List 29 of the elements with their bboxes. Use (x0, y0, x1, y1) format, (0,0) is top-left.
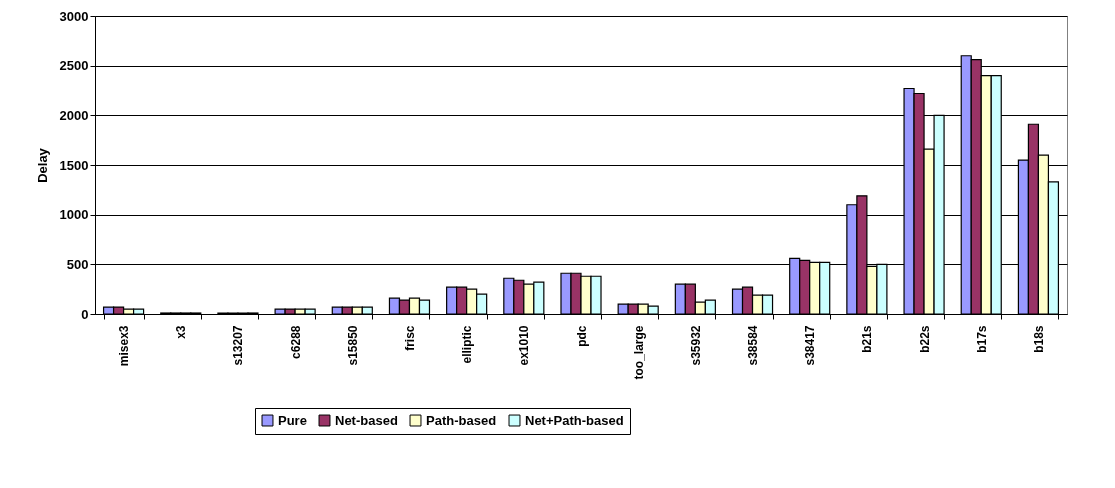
x-tick-label: b21s (860, 325, 875, 353)
x-tick-label: x3 (174, 325, 189, 339)
x-tick-label: b17s (974, 325, 989, 353)
legend-label: Net-based (335, 412, 398, 428)
y-tick-label: 2500 (59, 58, 89, 74)
y-tick-label: 2000 (59, 107, 89, 123)
x-tick-label: misex3 (117, 325, 132, 367)
x-tick-label: s15850 (345, 325, 360, 366)
y-tick-label: 500 (66, 256, 89, 272)
y-tick-label: 3000 (59, 8, 89, 24)
y-axis-title: Delay (34, 147, 50, 183)
x-tick-label: b22s (917, 325, 932, 353)
legend-label: Pure (278, 412, 307, 428)
x-tick-label: b18s (1031, 325, 1046, 353)
x-tick-label: s38584 (746, 325, 761, 366)
y-tick-label: 1000 (59, 207, 89, 223)
y-tick-label: 0 (81, 306, 89, 322)
x-tick-label: s35932 (688, 325, 703, 366)
x-tick-label: s13207 (231, 325, 246, 366)
legend-label: Path-based (426, 412, 497, 428)
x-tick-label: ex1010 (517, 325, 532, 366)
x-tick-label: too_large (631, 325, 646, 380)
x-tick-label: pdc (574, 325, 589, 347)
legend-label: Net+Path-based (525, 412, 624, 428)
y-tick-label: 1500 (59, 157, 89, 173)
x-tick-label: c6288 (288, 325, 303, 359)
x-tick-label: elliptic (460, 325, 475, 364)
x-tick-label: frisc (402, 325, 417, 351)
x-tick-label: s38417 (803, 325, 818, 366)
